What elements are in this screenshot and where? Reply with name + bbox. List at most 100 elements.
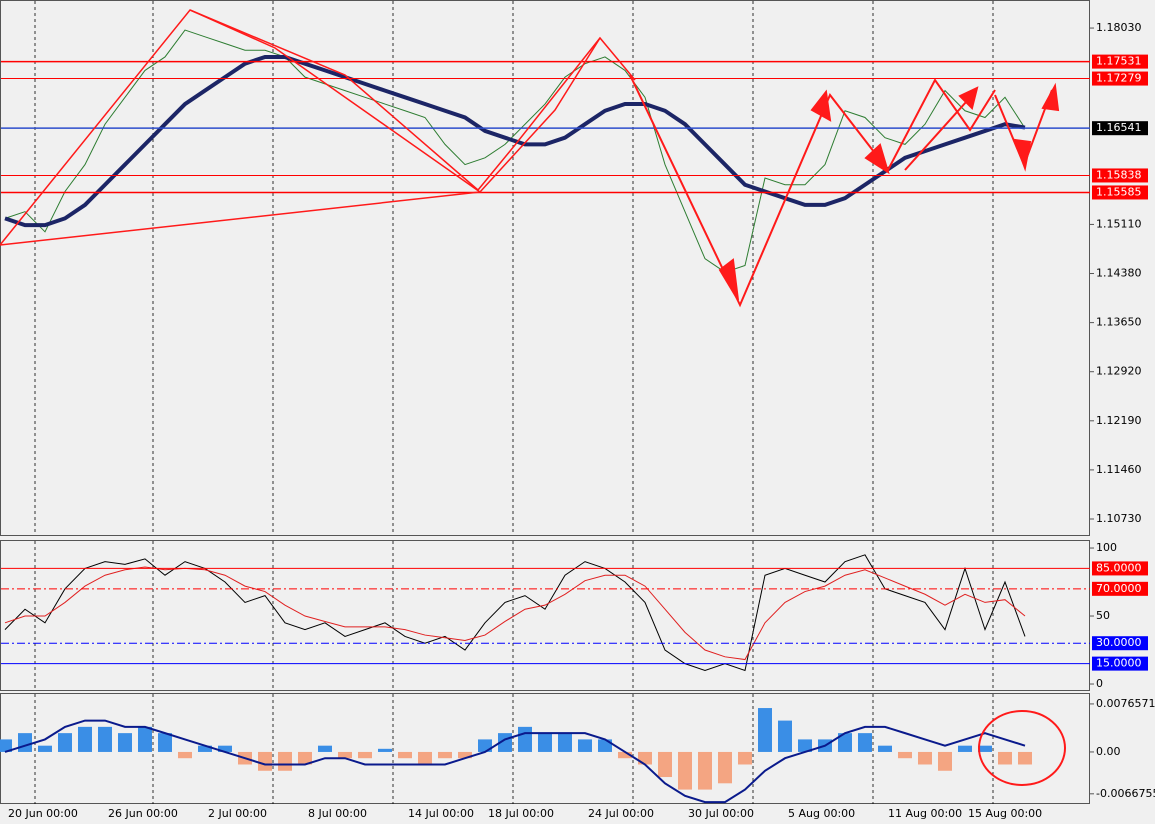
wedge xyxy=(0,9,483,246)
histogram-bar xyxy=(758,708,772,752)
x-tick-label: 20 Jun 00:00 xyxy=(8,807,78,820)
histogram-bar xyxy=(318,745,332,752)
histogram-bar xyxy=(298,751,312,765)
x-tick-label: 24 Jul 00:00 xyxy=(588,807,654,820)
level-label: 1.17531 xyxy=(1096,55,1142,68)
histogram-bar xyxy=(738,751,752,765)
series-line xyxy=(4,566,1026,661)
histogram-bar xyxy=(478,739,492,752)
histogram-bar xyxy=(118,733,132,752)
histogram-bar xyxy=(838,733,852,752)
histogram-bar xyxy=(458,751,472,759)
histogram-bar xyxy=(518,726,532,752)
level-label-box xyxy=(1092,636,1148,651)
x-tick-label: 18 Jul 00:00 xyxy=(488,807,554,820)
level-label-box xyxy=(1092,581,1148,596)
histogram-bar xyxy=(778,720,792,752)
x-tick-label: 5 Aug 00:00 xyxy=(788,807,855,820)
histogram-bar xyxy=(158,733,172,752)
arrow-head xyxy=(810,89,832,122)
histogram-bar xyxy=(38,745,52,752)
level-label: 1.17279 xyxy=(1096,72,1142,85)
histogram-bar xyxy=(58,733,72,752)
histogram-bar xyxy=(0,739,12,752)
x-tick-label: 30 Jul 00:00 xyxy=(688,807,754,820)
x-tick-label: 26 Jun 00:00 xyxy=(108,807,178,820)
level-label-box xyxy=(1092,168,1148,183)
y-tick-label: 1.14380 xyxy=(1096,267,1142,280)
x-tick-label: 8 Jul 00:00 xyxy=(308,807,367,820)
y-tick-label: -0.0066755 xyxy=(1096,787,1155,800)
histogram-bar xyxy=(798,739,812,752)
histogram-bar xyxy=(178,751,192,759)
histogram-bar xyxy=(598,739,612,752)
x-tick-label: 11 Aug 00:00 xyxy=(888,807,962,820)
histogram-bar xyxy=(18,733,32,752)
histogram-bar xyxy=(1018,751,1032,765)
annotations xyxy=(0,9,1066,786)
histogram-bar xyxy=(978,745,992,752)
level-label: 15.0000 xyxy=(1096,657,1142,670)
histogram-bar xyxy=(898,751,912,759)
histogram-bar xyxy=(618,751,632,759)
arrow-head xyxy=(958,86,979,110)
level-label-box xyxy=(1092,54,1148,69)
histogram-bar xyxy=(278,751,292,771)
series-line xyxy=(4,719,1026,804)
level-label-box xyxy=(1092,121,1148,136)
level-label: 1.16541 xyxy=(1096,121,1142,134)
y-tick-label: 1.10730 xyxy=(1096,512,1142,525)
x-tick-label: 15 Aug 00:00 xyxy=(968,807,1042,820)
y-tick-label: 0.0076571 xyxy=(1096,697,1155,710)
price-panel xyxy=(0,0,1090,536)
y-tick-label: 0.00 xyxy=(1096,745,1121,758)
histogram-bar xyxy=(338,751,352,759)
y-tick-label: 50 xyxy=(1096,609,1110,622)
oscillator-panel xyxy=(0,540,1090,691)
histogram-bar xyxy=(878,745,892,752)
histogram-bar xyxy=(138,726,152,752)
arrow-head xyxy=(1013,138,1032,172)
y-tick-label: 1.12920 xyxy=(1096,365,1142,378)
histogram-bar xyxy=(538,733,552,752)
histogram-bar xyxy=(198,745,212,752)
series-line xyxy=(4,54,1026,228)
y-tick-label: 1.11460 xyxy=(1096,463,1142,476)
histogram-bar xyxy=(638,751,652,765)
y-tick-label: 1.13650 xyxy=(1096,316,1142,329)
level-label: 1.15585 xyxy=(1096,185,1142,198)
histogram-bar xyxy=(98,726,112,752)
histogram-bar xyxy=(998,751,1012,765)
histogram-bar xyxy=(578,739,592,752)
histogram-bar xyxy=(958,745,972,752)
level-label-box xyxy=(1092,71,1148,86)
histogram-bar xyxy=(438,751,452,759)
arrow-head xyxy=(718,258,739,301)
histogram-bar xyxy=(718,751,732,784)
level-label-box xyxy=(1092,185,1148,200)
highlight-circle xyxy=(978,710,1066,786)
y-tick-label: 1.15110 xyxy=(1096,217,1142,230)
histogram-bar xyxy=(558,733,572,752)
y-tick-label: 1.12190 xyxy=(1096,414,1142,427)
arrow-head xyxy=(1041,82,1060,112)
histogram-bar xyxy=(678,751,692,790)
wedge xyxy=(189,9,636,192)
y-tick-label: 0 xyxy=(1096,677,1103,690)
histogram-bar xyxy=(78,726,92,752)
histogram-bar xyxy=(658,751,672,778)
histogram-bar xyxy=(918,751,932,765)
wedge xyxy=(479,37,601,193)
level-label: 70.0000 xyxy=(1096,582,1142,595)
level-label: 85.0000 xyxy=(1096,561,1142,574)
level-label: 30.0000 xyxy=(1096,636,1142,649)
y-tick-label: 100 xyxy=(1096,541,1117,554)
level-label-box xyxy=(1092,561,1148,576)
histogram-bar xyxy=(378,748,392,752)
x-tick-label: 14 Jul 00:00 xyxy=(408,807,474,820)
y-tick-label: 1.18030 xyxy=(1096,21,1142,34)
series-line xyxy=(4,29,1026,273)
